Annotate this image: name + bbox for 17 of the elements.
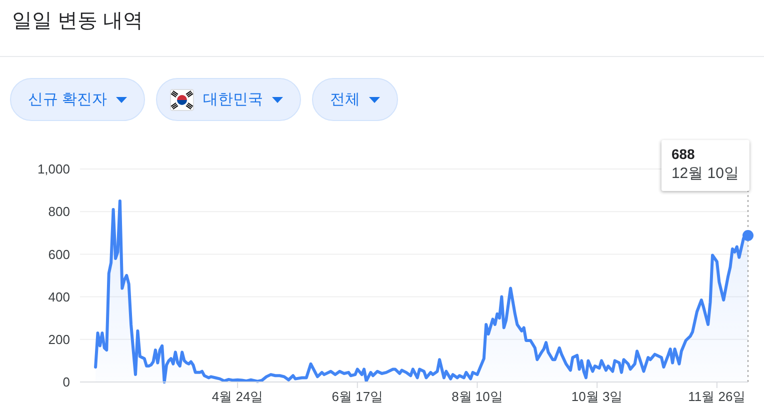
dropdown-button[interactable]: 신규 확진자: [10, 78, 146, 121]
x-tick-label: 11월 26일: [688, 389, 746, 404]
y-tick-label: 1,000: [37, 162, 70, 177]
x-tick-label: 4월 24일: [212, 389, 264, 404]
y-tick-label: 600: [48, 246, 70, 262]
x-tick-label: 10월 3일: [571, 389, 623, 404]
x-tick-label: 6월 17일: [332, 389, 384, 404]
dropdown-button[interactable]: 전체: [312, 78, 398, 121]
y-tick-label: 200: [48, 332, 70, 348]
x-tick-label: 8월 10일: [452, 389, 503, 404]
annotation: 12월 10일: [671, 165, 739, 182]
dropdown-button[interactable]: 대한민국: [156, 78, 302, 121]
text: 688: [671, 146, 695, 162]
y-tick-label: 800: [48, 204, 70, 220]
chart-title: 일일 변동 내역: [12, 10, 144, 32]
y-tick-label: 400: [48, 289, 70, 304]
y-tick-label: 0: [62, 374, 70, 390]
